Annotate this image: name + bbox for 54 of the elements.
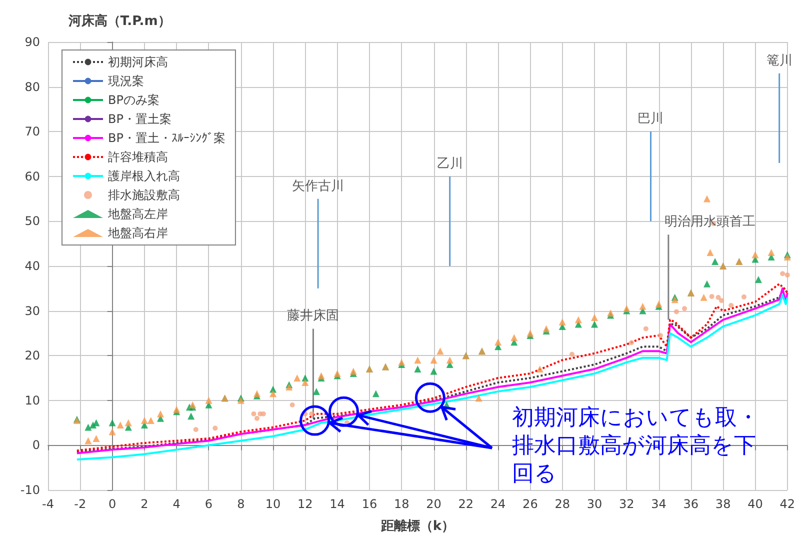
y-tick-label: 90 xyxy=(24,35,40,49)
y-tick-label: 60 xyxy=(24,169,40,184)
x-tick-label: 28 xyxy=(554,497,570,511)
annotation: 篭川 xyxy=(766,53,792,68)
legend-label: 地盤高左岸 xyxy=(107,207,168,221)
x-tick-label: 18 xyxy=(394,497,410,511)
annotation: 矢作古川 xyxy=(292,178,344,194)
x-tick-label: 24 xyxy=(490,497,506,511)
legend-label: 護岸根入れ高 xyxy=(108,169,180,183)
x-tick-label: 16 xyxy=(362,497,378,511)
x-axis-title: 距離標（k） xyxy=(380,519,455,534)
x-tick-label: 6 xyxy=(204,497,213,511)
annotation: 藤井床固 xyxy=(287,308,340,324)
annotation: 乙川 xyxy=(436,156,463,172)
x-tick-label: 4 xyxy=(172,497,180,511)
x-tick-label: 40 xyxy=(748,497,763,511)
legend-label: BPのみ案 xyxy=(108,93,160,107)
x-tick-label: -4 xyxy=(42,497,54,511)
x-tick-label: 32 xyxy=(618,497,634,511)
y-tick-label: -10 xyxy=(20,483,40,497)
annotation: 初期河床においても取・排水口敷高が河床高を下回る xyxy=(512,406,759,486)
x-tick-label: 10 xyxy=(265,497,281,511)
y-tick-label: 20 xyxy=(24,348,40,363)
y-tick-label: 50 xyxy=(24,214,40,228)
legend-label: 地盤高右岸 xyxy=(107,226,168,240)
legend-label: 現況案 xyxy=(108,74,144,88)
x-tick-label: -2 xyxy=(74,497,86,511)
x-tick-label: 14 xyxy=(330,497,345,511)
annotation: 明治用水頭首工 xyxy=(664,214,756,230)
x-tick-label: 0 xyxy=(108,497,116,511)
x-tick-label: 8 xyxy=(237,497,245,511)
y-tick-label: 70 xyxy=(24,124,40,139)
x-tick-label: 30 xyxy=(586,497,602,511)
x-tick-label: 12 xyxy=(298,497,313,511)
x-tick-label: 22 xyxy=(458,497,474,511)
x-tick-label: 36 xyxy=(683,497,699,511)
x-tick-label: 34 xyxy=(651,497,666,511)
legend-label: 初期河床高 xyxy=(108,55,168,69)
x-tick-label: 20 xyxy=(426,497,442,511)
legend-label: BP・置土・ｽﾙｰｼﾝｸﾞ案 xyxy=(108,131,226,145)
y-axis-title: 河床高（T.P.m） xyxy=(67,13,171,29)
x-tick-label: 2 xyxy=(140,497,148,511)
y-tick-label: 40 xyxy=(24,259,40,273)
y-tick-label: 10 xyxy=(24,393,40,408)
x-tick-label: 42 xyxy=(780,497,796,511)
legend-label: BP・置土案 xyxy=(108,112,172,126)
annotation: 巴川 xyxy=(638,112,664,127)
y-tick-label: 30 xyxy=(24,304,40,318)
x-tick-label: 26 xyxy=(522,497,538,511)
y-tick-label: 0 xyxy=(32,438,40,452)
x-tick-label: 38 xyxy=(715,497,731,511)
legend-label: 排水施設敷高 xyxy=(108,188,180,202)
y-tick-label: 80 xyxy=(24,80,40,94)
legend-label: 許容堆積高 xyxy=(108,150,168,164)
